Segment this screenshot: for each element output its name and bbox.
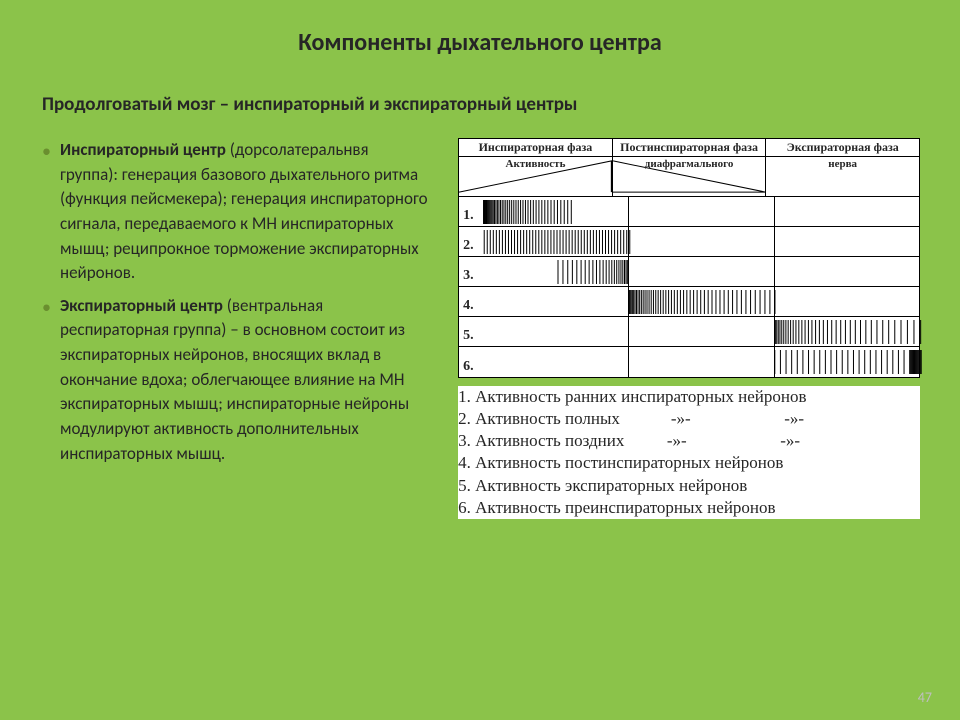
track-body bbox=[483, 317, 919, 346]
track-body bbox=[483, 287, 919, 316]
track-row: 3. bbox=[459, 257, 919, 287]
bullet-rest: (вентральная респираторная группа) – в о… bbox=[60, 295, 409, 464]
caption-line: 1. Активность ранних инспираторных нейро… bbox=[458, 386, 920, 408]
track-body bbox=[483, 257, 919, 286]
track-number: 2. bbox=[459, 227, 483, 256]
track-body bbox=[483, 227, 919, 256]
track-number: 6. bbox=[459, 347, 483, 377]
phase-divider bbox=[774, 197, 775, 226]
spike-burst bbox=[483, 200, 570, 223]
columns: Инспираторный центр (дорсолатеральнвя гр… bbox=[40, 138, 920, 519]
phase-header: Экспираторная фаза bbox=[766, 139, 919, 156]
track-number: 1. bbox=[459, 197, 483, 226]
bullet-list: Инспираторный центр (дорсолатеральнвя гр… bbox=[40, 138, 428, 466]
nerve-activity-row: Активность диафрагмального нерва bbox=[459, 157, 919, 197]
spike-burst bbox=[628, 290, 773, 313]
phase-header-row: Инспираторная фаза Постинспираторная фаз… bbox=[459, 139, 919, 157]
track-row: 2. bbox=[459, 227, 919, 257]
track-number: 4. bbox=[459, 287, 483, 316]
track-body bbox=[483, 197, 919, 226]
phase-header: Инспираторная фаза bbox=[459, 139, 613, 156]
phase-divider bbox=[774, 227, 775, 256]
right-column: Инспираторная фаза Постинспираторная фаз… bbox=[458, 138, 920, 519]
spike-burst bbox=[557, 260, 628, 283]
nerve-seg-insp: Активность bbox=[459, 157, 613, 196]
track-row: 5. bbox=[459, 317, 919, 347]
page-subtitle: Продолговатый мозг – инспираторный и экс… bbox=[40, 93, 920, 116]
nerve-seg-exp: нерва bbox=[766, 157, 919, 196]
bullet-rest: (дорсолатеральнвя группа): генерация баз… bbox=[60, 139, 428, 283]
bullet-lead: Экспираторный центр bbox=[60, 295, 223, 316]
nerve-label: Активность bbox=[459, 158, 612, 170]
list-item: Инспираторный центр (дорсолатеральнвя гр… bbox=[40, 138, 428, 286]
phase-divider bbox=[774, 257, 775, 286]
caption-line: 3. Активность поздних -»- -»- bbox=[458, 430, 920, 452]
phase-header: Постинспираторная фаза bbox=[613, 139, 767, 156]
bullet-lead: Инспираторный центр bbox=[60, 139, 226, 160]
track-row: 6. bbox=[459, 347, 919, 377]
spike-burst bbox=[774, 320, 919, 343]
track-number: 3. bbox=[459, 257, 483, 286]
list-item: Экспираторный центр (вентральная респира… bbox=[40, 294, 428, 466]
page-title: Компоненты дыхательного центра bbox=[40, 28, 920, 57]
neuron-activity-diagram: Инспираторная фаза Постинспираторная фаз… bbox=[458, 138, 920, 378]
figure-caption: 1. Активность ранних инспираторных нейро… bbox=[458, 386, 920, 519]
nerve-seg-postinsp: диафрагмального bbox=[613, 157, 767, 196]
phase-divider bbox=[628, 317, 629, 346]
caption-line: 4. Активность постинспираторных нейронов bbox=[458, 452, 920, 474]
nerve-label: диафрагмального bbox=[613, 158, 766, 170]
spike-burst bbox=[483, 230, 628, 253]
phase-divider bbox=[628, 197, 629, 226]
left-column: Инспираторный центр (дорсолатеральнвя гр… bbox=[40, 138, 428, 519]
phase-divider bbox=[628, 347, 629, 377]
page-number: 47 bbox=[918, 689, 932, 706]
track-row: 4. bbox=[459, 287, 919, 317]
caption-line: 5. Активность экспираторных нейронов bbox=[458, 475, 920, 497]
track-body bbox=[483, 347, 919, 377]
caption-line: 2. Активность полных -»- -»- bbox=[458, 408, 920, 430]
track-row: 1. bbox=[459, 197, 919, 227]
caption-line: 6. Активность преинспираторных нейронов bbox=[458, 497, 920, 519]
tracks-container: 1.2.3.4.5.6. bbox=[459, 197, 919, 377]
spike-burst bbox=[774, 350, 919, 374]
nerve-label: нерва bbox=[766, 158, 919, 170]
track-number: 5. bbox=[459, 317, 483, 346]
